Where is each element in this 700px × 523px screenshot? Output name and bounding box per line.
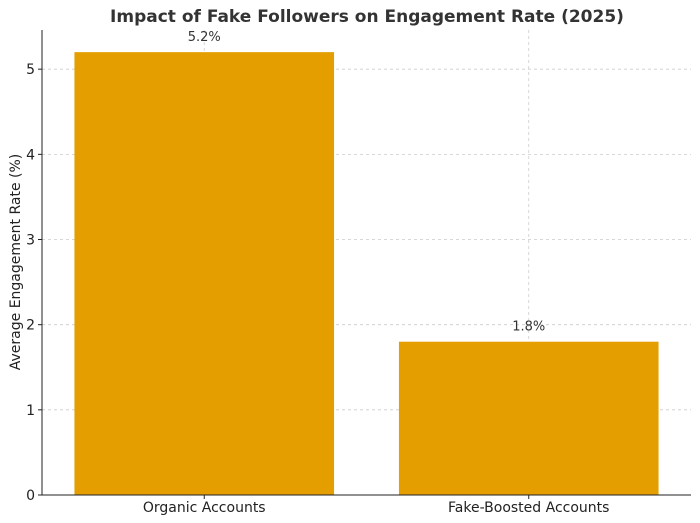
bar xyxy=(398,341,659,495)
tick-labels: 0 1 2 3 4 5 Organic Accounts Fake-Boosted Accou… xyxy=(26,62,609,516)
x-tick-label: Organic Accounts xyxy=(143,500,266,516)
x-tick-label: Fake-Boosted Accounts xyxy=(448,500,609,516)
data-label: 1.8% xyxy=(512,320,545,335)
y-tick-label: 3 xyxy=(26,233,35,249)
y-tick-label: 1 xyxy=(26,403,35,419)
data-labels: 5.2% 1.8% xyxy=(188,30,546,335)
y-tick-label: 4 xyxy=(26,147,35,163)
y-tick-label: 0 xyxy=(26,488,35,504)
bars xyxy=(74,52,659,496)
data-label: 5.2% xyxy=(188,30,221,45)
chart-title: Impact of Fake Followers on Engagement R… xyxy=(110,7,624,27)
y-tick-label: 2 xyxy=(26,318,35,334)
bar xyxy=(74,52,335,496)
y-tick-label: 5 xyxy=(26,62,35,78)
y-axis-label: Average Engagement Rate (%) xyxy=(8,154,24,370)
axes xyxy=(41,30,691,496)
